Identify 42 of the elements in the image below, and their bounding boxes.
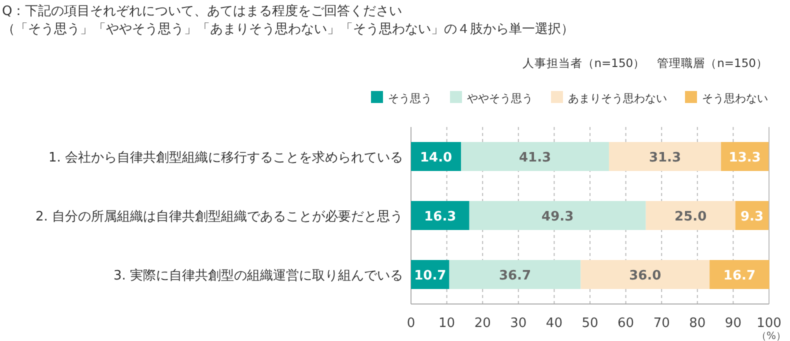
data-label: 14.0 [420,150,452,166]
x-tick-label: 30 [510,316,527,331]
legend-label: そう思う [388,92,432,105]
bar [646,201,736,230]
data-label: 31.3 [648,150,682,166]
data-label: 16.3 [424,210,456,224]
bar [469,201,646,230]
x-tick-label: 40 [546,316,562,331]
data-label: 9.3 [740,210,764,224]
x-tick-label: 70 [653,316,670,331]
data-label: 41.3 [519,150,552,166]
legend-label: あまりそう思わない [568,92,667,105]
bar [411,201,470,230]
bar [461,142,609,171]
bar [608,142,722,171]
bar [580,260,710,289]
data-label: 13.3 [728,150,761,166]
legend-label: そう思わない [702,92,768,105]
text: 人事担当者（n=150） 管理職層（n=150） [522,56,768,70]
bar [710,260,770,289]
x-tick-label: 10 [438,316,456,331]
y-tick-label: 3. 実際に自律共創型の組織運営に取り組んでいる [113,268,403,284]
x-axis-title: （%） [756,331,786,341]
data-label: 36.0 [629,268,662,284]
data-label: 10.7 [414,268,446,284]
x-tick-label: 50 [582,316,598,331]
x-tick-label: 0 [406,316,416,331]
y-tick-label: 1. 会社から自律共創型組織に移行することを求められている [48,150,403,166]
data-label: 49.3 [542,210,574,224]
data-label: 25.0 [674,210,707,224]
x-tick-label: 80 [689,316,706,331]
x-tick-label: 20 [474,316,491,331]
x-tick-label: 60 [618,316,634,331]
text: Q：下記の項目それぞれについて、あてはまる程度をご回答ください [2,3,402,19]
data-label: 16.7 [723,268,756,284]
y-tick-label: 2. 自分の所属組織は自律共創型組織であることが必要だと思う [35,210,403,224]
legend-label: ややそう思う [467,92,533,105]
bar [449,260,581,289]
data-label: 36.7 [498,268,532,284]
text: （「そう思う」「ややそう思う」「あまりそう思わない」「そう思わない」の４肢から単一選択） [2,22,574,37]
x-tick-label: 100 [756,316,782,331]
x-tick-label: 90 [724,316,742,331]
